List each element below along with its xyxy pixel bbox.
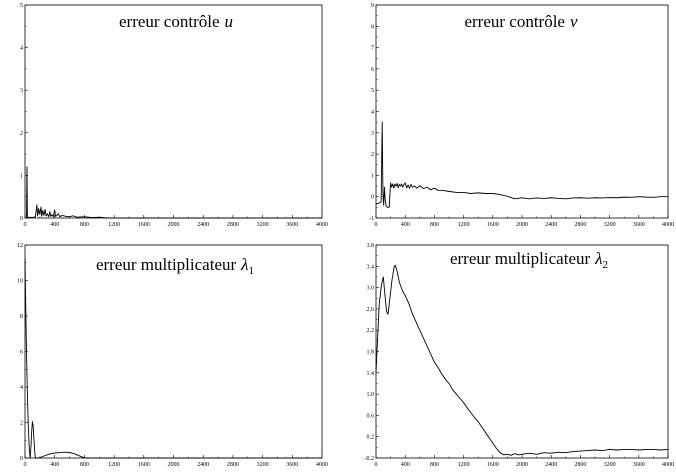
x-tick-label: 2000	[516, 222, 528, 228]
y-tick-label: 1.0	[367, 392, 375, 398]
y-tick-label: 2.6	[367, 307, 375, 313]
y-tick-label: 10	[17, 279, 23, 285]
x-tick-label: 3600	[286, 462, 298, 468]
y-tick-label: 4	[20, 46, 23, 52]
x-tick-label: 3600	[633, 222, 645, 228]
x-tick-label: 4000	[662, 222, 674, 228]
y-tick-label: 0	[371, 195, 374, 201]
y-tick-label: 1	[20, 173, 23, 179]
title-text: erreur multiplicateur	[96, 255, 237, 274]
x-tick-label: 1600	[138, 462, 150, 468]
title-text: erreur contrôle	[119, 12, 220, 31]
x-tick-label: 1200	[108, 222, 120, 228]
x-tick-label: 2800	[574, 222, 586, 228]
y-tick-label: 0	[20, 216, 23, 222]
x-tick-label: 3200	[604, 222, 616, 228]
y-tick-label: 3.0	[367, 286, 375, 292]
plot-title: erreur multiplicateur λ1	[96, 255, 254, 277]
x-tick-label: 0	[24, 462, 27, 468]
x-tick-label: 800	[80, 462, 89, 468]
plot-title: erreur multiplicateur λ2	[450, 249, 608, 271]
y-tick-label: 3.8	[367, 243, 375, 249]
plot-title: erreur contrôle u	[119, 12, 233, 31]
x-tick-label: 400	[401, 462, 410, 468]
y-tick-label: 3.4	[367, 264, 375, 270]
y-tick-label: 4	[20, 385, 23, 391]
title-variable: λ	[240, 255, 248, 274]
y-tick-label: 8	[20, 314, 23, 320]
x-tick-label: 1600	[487, 222, 499, 228]
y-tick-label: 0.2	[367, 435, 375, 441]
x-tick-label: 1600	[138, 222, 150, 228]
x-tick-label: 0	[375, 462, 378, 468]
x-tick-label: 3600	[633, 462, 645, 468]
title-variable: u	[225, 12, 234, 31]
title-subscript: 1	[249, 265, 255, 277]
title-variable: λ	[594, 249, 602, 268]
x-tick-label: 1200	[458, 222, 470, 228]
x-tick-label: 400	[50, 462, 59, 468]
x-tick-label: 800	[80, 222, 89, 228]
x-tick-label: 4000	[316, 222, 328, 228]
x-tick-label: 2400	[545, 462, 557, 468]
x-tick-label: 3200	[257, 222, 269, 228]
title-text: erreur multiplicateur	[450, 249, 591, 268]
y-tick-label: 9	[371, 3, 374, 9]
y-tick-label: 2	[20, 421, 23, 427]
x-tick-label: 4000	[316, 462, 328, 468]
x-tick-label: 2400	[545, 222, 557, 228]
plot-title: erreur contrôle v	[464, 12, 578, 31]
x-tick-label: 400	[401, 222, 410, 228]
y-tick-label: 1.4	[367, 371, 375, 377]
x-tick-label: 4000	[662, 462, 674, 468]
x-tick-label: 800	[430, 462, 439, 468]
x-tick-label: 2400	[197, 222, 209, 228]
x-tick-label: 3200	[604, 462, 616, 468]
title-text: erreur contrôle	[464, 12, 565, 31]
y-tick-label: 12	[17, 243, 23, 249]
x-tick-label: 0	[375, 222, 378, 228]
y-tick-label: 4	[371, 110, 374, 116]
x-tick-label: 2800	[227, 462, 239, 468]
x-tick-label: 2800	[574, 462, 586, 468]
x-tick-label: 3600	[286, 222, 298, 228]
x-tick-label: 2000	[168, 222, 180, 228]
x-tick-label: 400	[50, 222, 59, 228]
x-tick-label: 800	[430, 222, 439, 228]
y-tick-label: 6	[371, 67, 374, 73]
x-tick-label: 2000	[516, 462, 528, 468]
x-tick-label: 2800	[227, 222, 239, 228]
x-tick-label: 2400	[197, 462, 209, 468]
title-subscript: 2	[603, 259, 609, 271]
x-tick-label: 0	[24, 222, 27, 228]
y-tick-label: 2	[20, 131, 23, 137]
y-tick-label: 0	[20, 456, 23, 462]
x-tick-label: 3200	[257, 462, 269, 468]
y-tick-label: 8	[371, 24, 374, 30]
y-tick-label: 7	[371, 46, 374, 52]
x-tick-label: 2000	[168, 462, 180, 468]
y-tick-label: 3	[20, 88, 23, 94]
y-tick-label: 5	[371, 88, 374, 94]
y-tick-label: 1	[371, 173, 374, 179]
y-tick-label: 1.8	[367, 350, 375, 356]
y-tick-label: 3	[371, 131, 374, 137]
y-tick-label: 5	[20, 3, 23, 9]
x-tick-label: 1200	[108, 462, 120, 468]
x-tick-label: 1600	[487, 462, 499, 468]
y-tick-label: -1	[369, 216, 374, 222]
title-variable: v	[570, 12, 578, 31]
y-tick-label: 0.6	[367, 413, 375, 419]
y-tick-label: 2.2	[367, 328, 375, 334]
x-tick-label: 1200	[458, 462, 470, 468]
y-tick-label: 2	[371, 152, 374, 158]
y-tick-label: 6	[20, 350, 23, 356]
y-tick-label: -0.2	[365, 456, 375, 462]
